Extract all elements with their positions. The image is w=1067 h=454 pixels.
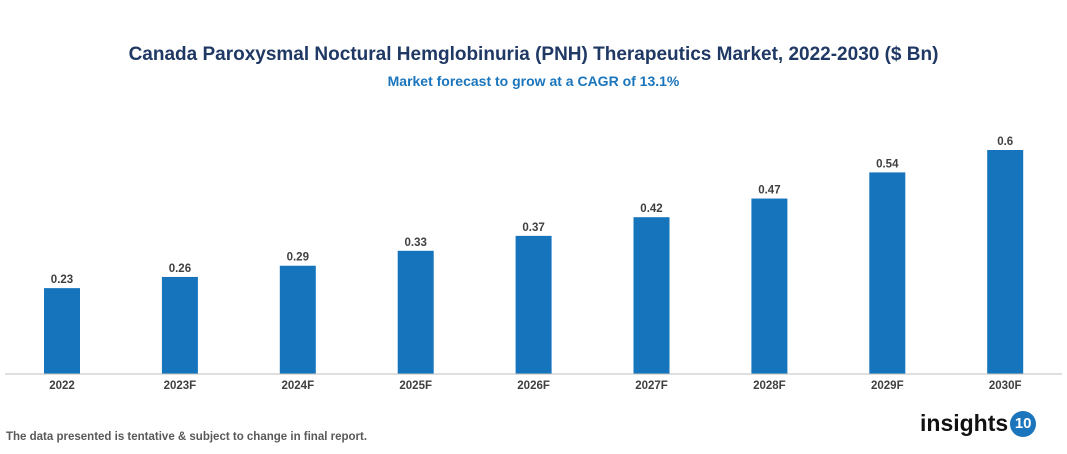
bar (515, 235, 552, 374)
x-tick-label: 2029F (871, 380, 904, 392)
data-label: 0.23 (51, 274, 73, 286)
data-label: 0.47 (758, 185, 780, 197)
x-tick-label: 2026F (517, 380, 550, 392)
data-label: 0.42 (640, 203, 662, 215)
logo-text: insights (920, 410, 1009, 436)
x-tick-label: 2025F (399, 380, 432, 392)
bar (633, 217, 670, 374)
data-label: 0.26 (169, 263, 191, 275)
data-label: 0.29 (287, 252, 309, 264)
bar (397, 250, 434, 374)
data-label: 0.37 (522, 222, 544, 234)
bar (751, 198, 788, 374)
data-label: 0.54 (876, 158, 899, 170)
logo-badge: 10 (1010, 410, 1037, 437)
x-tick-label: 2030F (989, 380, 1022, 392)
chart-subtitle: Market forecast to grow at a CAGR of 13.… (387, 73, 680, 89)
data-label: 0.6 (997, 136, 1013, 148)
chart-title: Canada Paroxysmal Noctural Hemglobinuria… (128, 44, 939, 65)
bar (279, 265, 316, 374)
x-tick-label: 2024F (281, 380, 314, 392)
x-tick-label: 2027F (635, 380, 668, 392)
x-tick-label: 2023F (164, 380, 197, 392)
bar (161, 276, 198, 374)
data-label: 0.33 (405, 237, 427, 249)
bar (44, 288, 80, 374)
x-tick-label: 2028F (753, 380, 786, 392)
bar (987, 150, 1024, 374)
insights10-logo: insights 10 (920, 410, 1037, 437)
disclaimer: The data presented is tentative & subjec… (6, 431, 368, 443)
x-tick-label: 2022 (49, 380, 75, 392)
bar (869, 172, 906, 374)
